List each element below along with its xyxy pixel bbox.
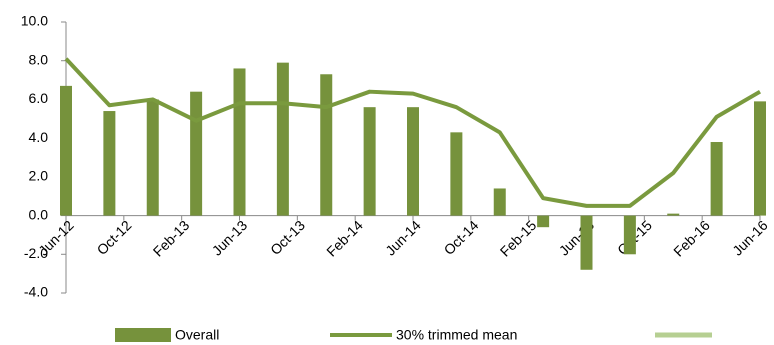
x-tick-label: Jun-13 — [209, 217, 251, 259]
y-tick-label: -4.0 — [24, 284, 48, 300]
legend-label: 30% trimmed mean — [396, 327, 517, 343]
legend-swatch — [115, 328, 171, 342]
bar — [233, 68, 246, 216]
bar — [407, 107, 419, 216]
bar — [60, 85, 72, 216]
bar — [190, 91, 203, 216]
bar — [450, 132, 463, 216]
bar — [754, 101, 766, 216]
x-tick-label: Jun-16 — [729, 217, 771, 259]
line — [64, 57, 762, 208]
bar — [623, 215, 636, 255]
bar — [276, 62, 289, 216]
y-tick-label: 2.0 — [29, 168, 49, 184]
x-tick-label: Oct-14 — [441, 217, 482, 258]
bar — [580, 215, 593, 270]
legend-label: Overall — [175, 327, 219, 343]
bar — [146, 99, 159, 216]
x-tick-label: Jun-14 — [382, 217, 424, 259]
bar — [320, 74, 333, 216]
bar — [493, 188, 506, 216]
y-tick-label: 4.0 — [29, 129, 49, 145]
x-tick-label: Feb-14 — [323, 217, 366, 260]
x-tick-label: Oct-13 — [267, 217, 308, 258]
x-tick-label: Feb-16 — [670, 217, 713, 260]
bar — [710, 142, 723, 216]
x-tick-label: Feb-13 — [150, 217, 193, 260]
y-tick-label: 8.0 — [29, 51, 49, 67]
bar — [537, 215, 550, 228]
x-tick-label: Oct-12 — [94, 217, 135, 258]
y-tick-label: 10.0 — [21, 13, 48, 29]
x-tick-label: Feb-15 — [497, 217, 540, 260]
bar — [103, 111, 116, 216]
y-tick-label: 6.0 — [29, 90, 49, 106]
x-tick-label: Jun-12 — [35, 217, 77, 259]
y-tick-label: 0.0 — [29, 206, 49, 222]
y-tick-label: -2.0 — [24, 245, 48, 261]
bar — [667, 213, 680, 216]
bar — [363, 107, 376, 216]
